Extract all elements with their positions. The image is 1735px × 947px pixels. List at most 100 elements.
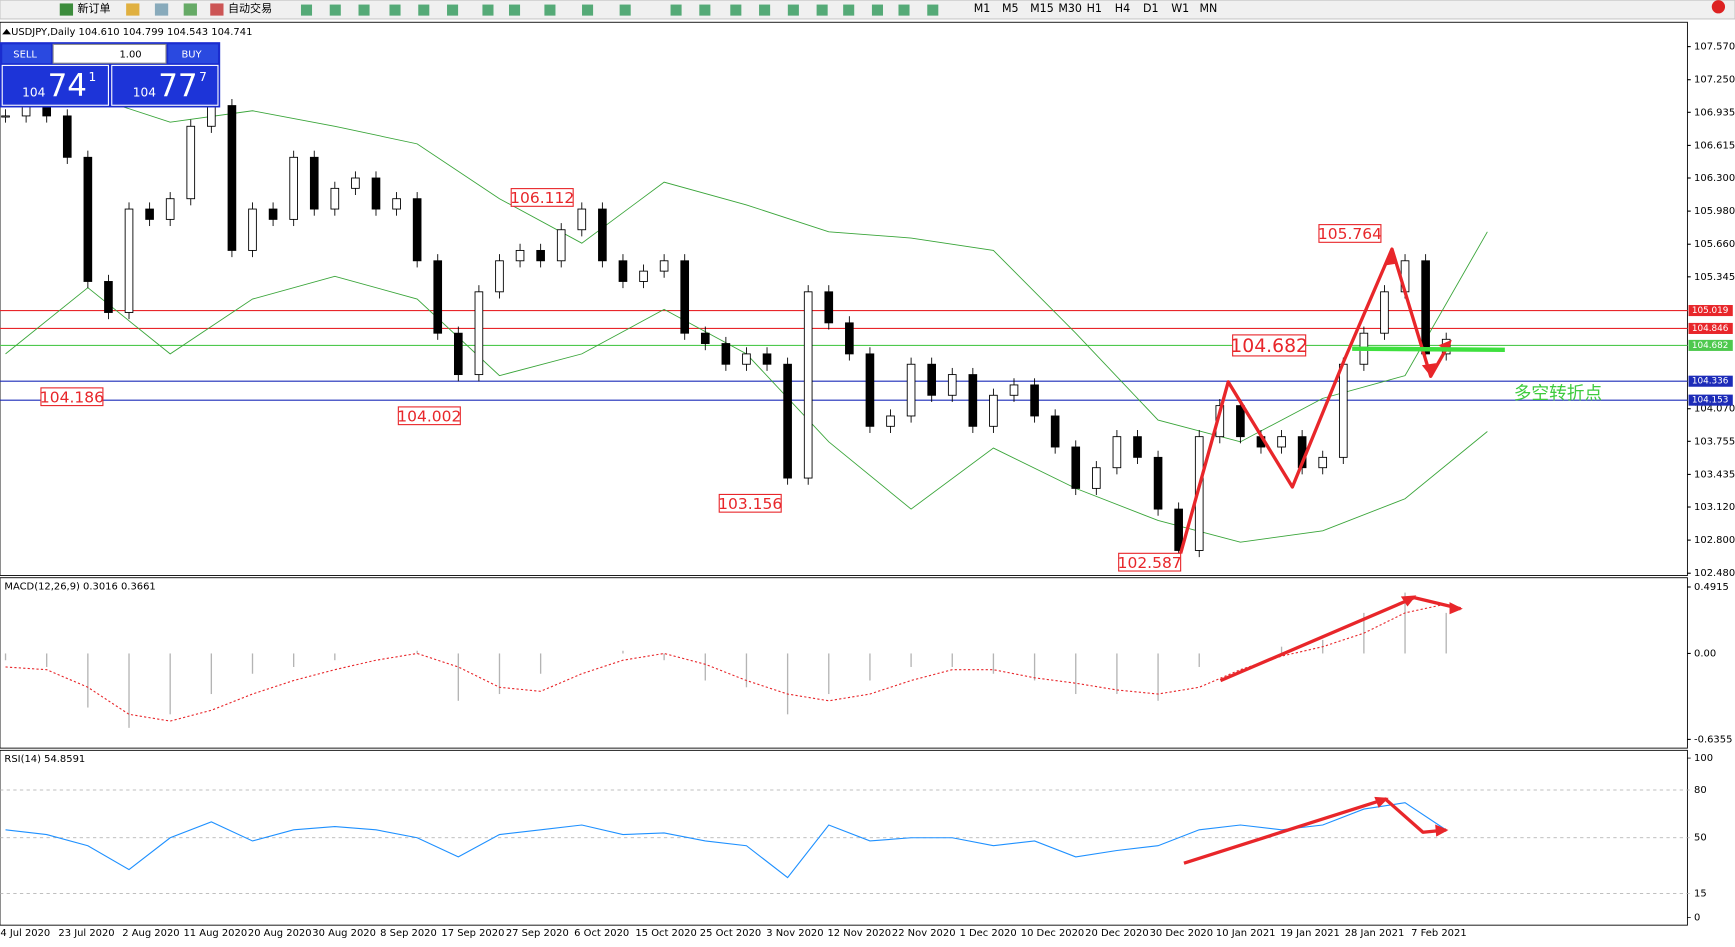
x-tick-label: 23 Jul 2020 bbox=[58, 928, 114, 939]
candle bbox=[207, 105, 216, 127]
candle bbox=[1009, 384, 1019, 396]
y-tick-label: 106.615 bbox=[1694, 140, 1735, 151]
price-annotation-box bbox=[1118, 552, 1182, 572]
candle bbox=[62, 115, 72, 158]
lot-input[interactable] bbox=[52, 43, 167, 64]
timeframe-button[interactable]: MN bbox=[1199, 2, 1217, 15]
candle bbox=[989, 394, 998, 427]
macd-bar bbox=[334, 653, 336, 661]
sell-price-big: 104 bbox=[22, 86, 45, 100]
auto-trading-icon[interactable] bbox=[210, 3, 224, 16]
sell-button[interactable] bbox=[2, 44, 51, 64]
candle bbox=[906, 363, 916, 417]
tool-icon[interactable] bbox=[759, 4, 771, 16]
sell-label[interactable]: SELL bbox=[13, 49, 37, 60]
buy-button[interactable] bbox=[168, 44, 218, 64]
tool-icon[interactable] bbox=[898, 4, 910, 16]
macd-chart: 0.4915 0.00 -0.6355 bbox=[4, 582, 1732, 745]
timeframe-button[interactable]: W1 bbox=[1171, 2, 1189, 15]
candle bbox=[453, 332, 463, 376]
tool-icon[interactable] bbox=[358, 4, 370, 16]
tool-icon[interactable] bbox=[816, 4, 828, 16]
timeframe-button[interactable]: M15 bbox=[1030, 2, 1054, 15]
y-tick-label: 80 bbox=[1694, 785, 1707, 796]
chart-header: USDJPY,Daily 104.610 104.799 104.543 104… bbox=[11, 27, 252, 38]
x-tick-label: 17 Sep 2020 bbox=[441, 928, 504, 939]
buy-price-big: 104 bbox=[133, 86, 156, 100]
buy-label[interactable]: BUY bbox=[181, 49, 202, 60]
timeframe-button[interactable]: H1 bbox=[1087, 2, 1102, 15]
tool-icon[interactable] bbox=[619, 4, 631, 16]
x-tick-label: 28 Jan 2021 bbox=[1345, 928, 1405, 939]
tool-icon[interactable] bbox=[699, 4, 711, 16]
timeframe-button[interactable]: M5 bbox=[1002, 2, 1019, 15]
candle bbox=[1194, 436, 1204, 551]
tool-icon[interactable] bbox=[927, 4, 939, 16]
tool-icon[interactable] bbox=[154, 3, 169, 16]
tool-icon[interactable] bbox=[183, 3, 197, 16]
level-label: 104.336 bbox=[1692, 377, 1729, 387]
macd-bar bbox=[1198, 653, 1200, 667]
tool-icon[interactable] bbox=[329, 4, 341, 16]
timeframe-button[interactable]: M1 bbox=[974, 2, 991, 15]
candle bbox=[371, 177, 381, 210]
candle bbox=[1071, 446, 1081, 489]
candle bbox=[433, 260, 443, 334]
x-tick-label: 19 Jan 2021 bbox=[1280, 928, 1340, 939]
macd-bar bbox=[1157, 653, 1159, 701]
candle bbox=[1133, 436, 1142, 458]
alert-badge[interactable] bbox=[1711, 0, 1726, 14]
timeframe-button[interactable]: H4 bbox=[1115, 2, 1130, 15]
tool-icon[interactable] bbox=[843, 4, 855, 16]
tool-icon[interactable] bbox=[730, 4, 742, 16]
candle bbox=[947, 374, 957, 396]
toolbar: 新订单 自动交易 M1 M bbox=[0, 0, 1735, 20]
tool-icon[interactable] bbox=[787, 4, 799, 16]
tool-icon[interactable] bbox=[447, 4, 459, 16]
candle bbox=[474, 291, 484, 376]
y-tick-label: 0.4915 bbox=[1694, 582, 1729, 593]
candle bbox=[700, 332, 710, 344]
macd-bar bbox=[992, 653, 995, 674]
candle bbox=[968, 374, 978, 427]
x-tick-label: 14 Jul 2020 bbox=[0, 928, 50, 939]
candle bbox=[865, 353, 875, 427]
lot-value[interactable]: 1.00 bbox=[119, 49, 141, 60]
candle bbox=[1112, 436, 1122, 469]
new-order[interactable]: 新订单 bbox=[77, 1, 110, 15]
x-tick-label: 1 Dec 2020 bbox=[960, 928, 1017, 939]
tool-icon[interactable] bbox=[300, 4, 313, 16]
y-tick-label: 103.755 bbox=[1694, 436, 1735, 447]
macd-bar bbox=[1445, 612, 1447, 654]
timeframe-button[interactable]: M30 bbox=[1058, 2, 1082, 15]
tool-icon[interactable] bbox=[418, 4, 430, 16]
toolbar-bg bbox=[0, 0, 1735, 20]
tool-icon[interactable] bbox=[670, 4, 682, 16]
candle bbox=[824, 291, 834, 324]
y-tick-label: 106.935 bbox=[1694, 107, 1735, 118]
tool-icon[interactable] bbox=[126, 3, 140, 16]
auto-trading[interactable]: 自动交易 bbox=[228, 1, 272, 15]
tool-icon[interactable] bbox=[482, 4, 494, 16]
tool-icon[interactable] bbox=[871, 4, 883, 16]
timeframe-button[interactable]: D1 bbox=[1143, 2, 1159, 15]
new-order-icon[interactable] bbox=[59, 3, 74, 16]
sell-price-box[interactable] bbox=[1, 64, 109, 106]
note: 多空转折点 bbox=[1514, 383, 1602, 404]
price-annotation: 104.002 bbox=[397, 407, 461, 425]
y-tick-label: -0.6355 bbox=[1694, 734, 1732, 745]
tool-icon[interactable] bbox=[544, 4, 556, 16]
candle bbox=[145, 208, 154, 220]
macd-bar bbox=[293, 653, 295, 667]
macd-bar bbox=[828, 653, 830, 695]
macd-bar bbox=[169, 653, 171, 715]
macd-bar bbox=[869, 653, 871, 681]
x-tick-label: 20 Dec 2020 bbox=[1085, 928, 1148, 939]
tool-icon[interactable] bbox=[389, 4, 401, 16]
tool-icon[interactable] bbox=[582, 4, 594, 16]
buy-price-box[interactable] bbox=[111, 64, 219, 106]
macd-bar bbox=[1404, 592, 1406, 654]
tool-icon[interactable] bbox=[508, 4, 521, 16]
